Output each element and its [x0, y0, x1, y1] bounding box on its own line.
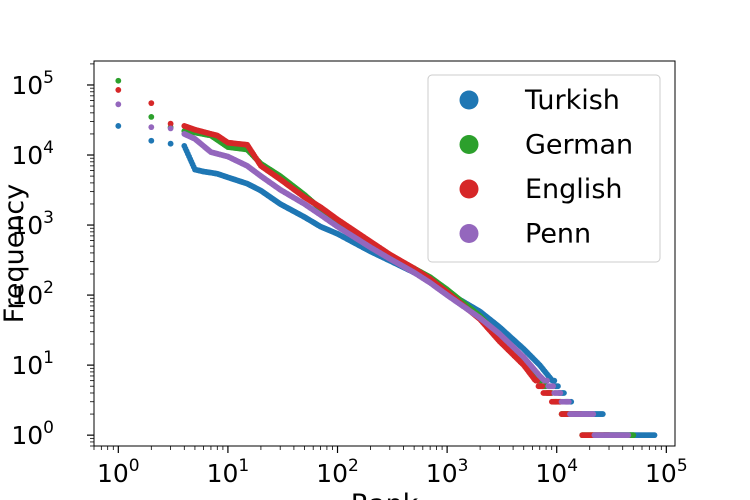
data-point [534, 377, 541, 384]
legend-marker [459, 224, 479, 243]
data-point [625, 432, 632, 439]
data-point [148, 124, 155, 131]
data-point [550, 383, 556, 390]
x-tick-label: 105 [645, 456, 688, 488]
data-point [115, 87, 122, 93]
data-point [551, 377, 558, 384]
legend-label: English [525, 174, 623, 205]
data-point [148, 114, 155, 120]
y-tick-label: 103 [11, 208, 54, 240]
legend-label: Penn [525, 219, 591, 250]
data-point [167, 120, 174, 127]
data-point [115, 77, 122, 84]
legend: Turkish German English Penn [427, 74, 661, 263]
x-axis-label: Rank [351, 489, 419, 500]
data-point [555, 383, 561, 390]
data-points-layer [115, 77, 658, 439]
data-point [148, 100, 155, 107]
data-point [565, 398, 572, 405]
x-tick-label: 100 [97, 456, 140, 488]
legend-marker [459, 179, 479, 199]
y-tick-label: 100 [11, 418, 54, 450]
series-penn [115, 101, 632, 439]
x-tick-label: 104 [535, 456, 578, 488]
data-point [167, 140, 174, 147]
plot-area-frame [93, 60, 676, 447]
data-point [651, 432, 658, 439]
legend-marker [459, 90, 479, 110]
legend-label: Turkish [524, 85, 620, 116]
data-point [599, 411, 606, 417]
data-point [539, 383, 546, 390]
data-point [630, 432, 637, 439]
data-point [590, 411, 597, 417]
y-tick-label: 102 [11, 278, 54, 310]
data-point [115, 123, 122, 129]
data-point [115, 101, 122, 108]
x-tick-label: 102 [316, 456, 359, 488]
data-point [167, 125, 174, 132]
data-point [557, 390, 564, 396]
y-tick-label: 105 [11, 68, 54, 100]
y-axis-label: Frequency [0, 184, 30, 324]
y-tick-label: 104 [11, 138, 54, 170]
legend-marker [459, 135, 479, 154]
data-point [544, 377, 550, 384]
legend-label: German [525, 130, 633, 161]
y-tick-label: 101 [11, 348, 54, 380]
x-tick-label: 103 [426, 456, 469, 488]
data-point [148, 137, 155, 144]
legend-box [427, 74, 661, 263]
axis-ticks-layer: 100 101 102 103 104 105 100 101 102 103 104 105 [11, 63, 688, 488]
x-tick-label: 101 [207, 456, 250, 488]
